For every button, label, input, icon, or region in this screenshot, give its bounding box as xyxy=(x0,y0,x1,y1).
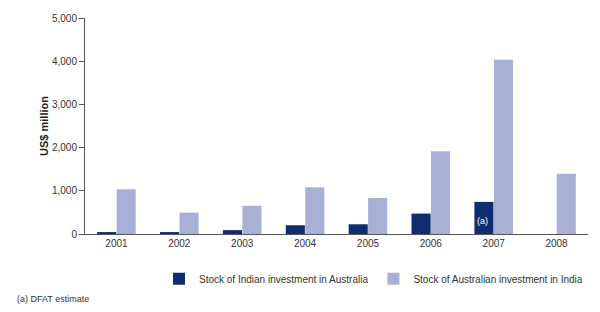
svg-text:5,000: 5,000 xyxy=(52,13,77,24)
svg-text:1,000: 1,000 xyxy=(52,185,77,196)
svg-text:2,000: 2,000 xyxy=(52,142,77,153)
svg-text:2006: 2006 xyxy=(420,238,443,249)
svg-text:(a): (a) xyxy=(477,216,488,226)
svg-text:2005: 2005 xyxy=(357,238,380,249)
svg-text:0: 0 xyxy=(71,229,77,240)
svg-text:US$ million: US$ million xyxy=(38,96,50,156)
svg-text:2001: 2001 xyxy=(105,238,128,249)
svg-text:Stock of Indian investment in: Stock of Indian investment in Australia xyxy=(199,274,368,285)
svg-text:4,000: 4,000 xyxy=(52,56,77,67)
svg-text:2007: 2007 xyxy=(483,238,506,249)
svg-text:2008: 2008 xyxy=(545,238,568,249)
svg-text:2004: 2004 xyxy=(294,238,317,249)
svg-text:3,000: 3,000 xyxy=(52,99,77,110)
svg-text:(a) DFAT estimate: (a) DFAT estimate xyxy=(17,294,89,304)
svg-text:2003: 2003 xyxy=(231,238,254,249)
svg-text:Stock of Australian investment: Stock of Australian investment in India xyxy=(413,274,582,285)
svg-text:2002: 2002 xyxy=(168,238,191,249)
